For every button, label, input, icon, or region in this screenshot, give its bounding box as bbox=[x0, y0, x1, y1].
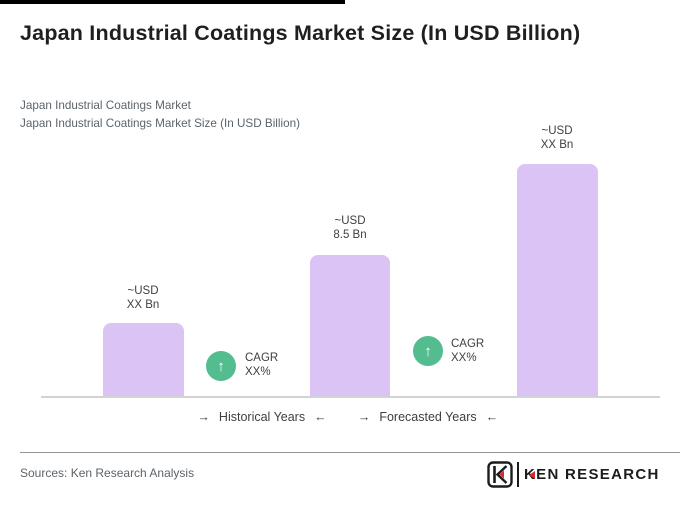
bar-value-label: ~USD XX Bn bbox=[497, 124, 617, 152]
bar3-label-line1: ~USD bbox=[541, 125, 573, 137]
ken-research-logo: KEN RESEARCH bbox=[487, 461, 660, 488]
period-label: Historical Years bbox=[218, 410, 306, 424]
bar-historical bbox=[103, 323, 184, 397]
cagr-label: CAGR XX% bbox=[451, 337, 484, 365]
logo-rest-letters: EN RESEARCH bbox=[536, 466, 660, 483]
cagr2-line1: CAGR bbox=[451, 338, 485, 350]
up-arrow-icon: ↑ bbox=[217, 357, 225, 375]
bar1-label-line2: XX Bn bbox=[126, 299, 160, 311]
bar-forecast bbox=[517, 164, 598, 397]
right-arrow-icon: → bbox=[357, 410, 371, 424]
cagr1-line1: CAGR bbox=[245, 352, 279, 364]
bar-base-year bbox=[310, 255, 390, 397]
sources-note: Sources: Ken Research Analysis bbox=[20, 466, 195, 480]
page-title: Japan Industrial Coatings Market Size (I… bbox=[20, 21, 581, 45]
growth-arrow-icon: ↑ bbox=[413, 336, 443, 366]
subtitle-line-1: Japan Industrial Coatings Market bbox=[20, 99, 191, 112]
footer-divider bbox=[20, 452, 680, 453]
up-arrow-icon: ↑ bbox=[424, 342, 432, 360]
left-arrow-icon: ← bbox=[485, 410, 499, 424]
logo-separator bbox=[517, 462, 519, 487]
subtitle-line-2: Japan Industrial Coatings Market Size (I… bbox=[20, 117, 300, 130]
top-edge-bar bbox=[0, 0, 345, 4]
logo-k-letter: K bbox=[524, 466, 537, 483]
x-axis-baseline bbox=[41, 396, 660, 398]
ken-research-emblem-icon bbox=[487, 461, 513, 488]
chart-subtitles: Japan Industrial Coatings Market Japan I… bbox=[20, 97, 300, 133]
bar-value-label: ~USD 8.5 Bn bbox=[290, 214, 410, 242]
cagr1-line2: XX% bbox=[245, 366, 271, 378]
bar2-label-line2: 8.5 Bn bbox=[333, 229, 367, 241]
logo-wordmark: KEN RESEARCH bbox=[524, 466, 660, 483]
right-arrow-icon: → bbox=[197, 410, 210, 424]
left-arrow-icon: ← bbox=[314, 410, 327, 424]
x-period-forecasted: → Forecasted Years ← bbox=[318, 410, 538, 424]
growth-arrow-icon: ↑ bbox=[206, 351, 236, 381]
bar3-label-line2: XX Bn bbox=[540, 139, 574, 151]
bar1-label-line1: ~USD bbox=[127, 285, 159, 297]
bar2-label-line1: ~USD bbox=[334, 215, 366, 227]
period-label: Forecasted Years bbox=[379, 410, 477, 424]
cagr-label: CAGR XX% bbox=[245, 351, 278, 379]
bar-value-label: ~USD XX Bn bbox=[83, 284, 203, 312]
x-period-historical: → Historical Years ← bbox=[152, 410, 372, 424]
cagr2-line2: XX% bbox=[451, 352, 477, 364]
